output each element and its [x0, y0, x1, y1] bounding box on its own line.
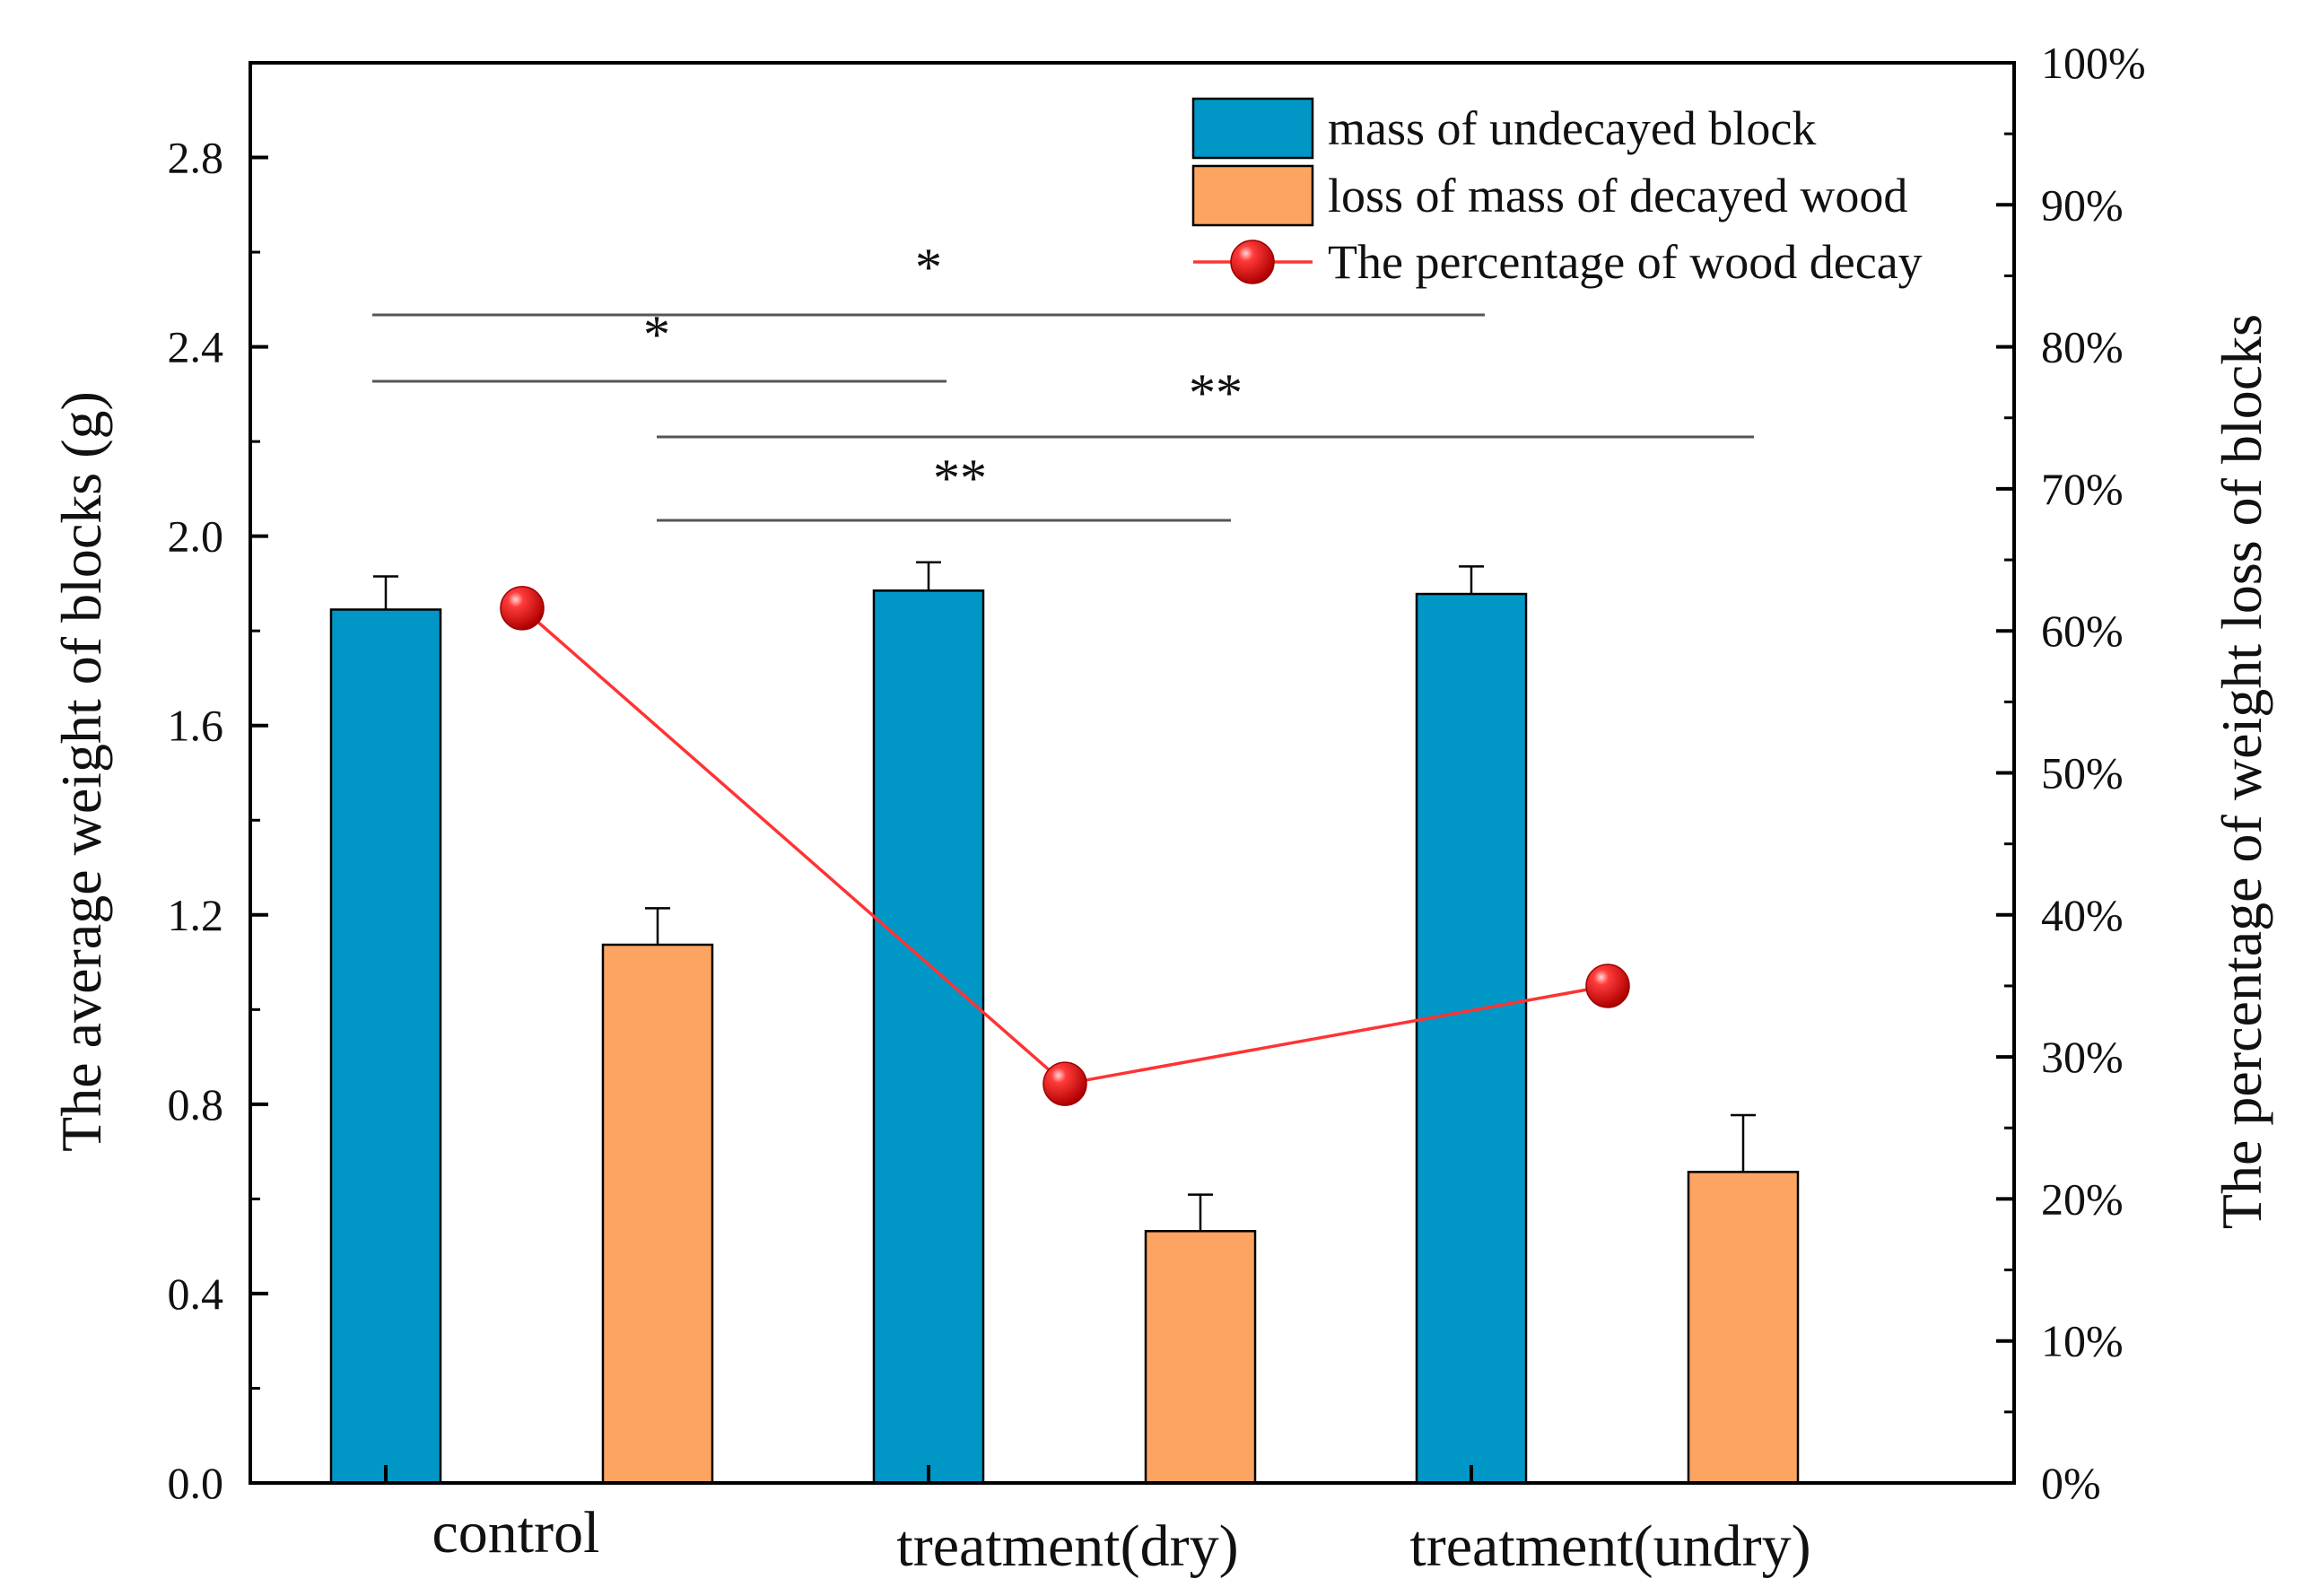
y-axis-title: The average weight of blocks (g) [49, 391, 113, 1152]
y-right-tick-label: 50% [2041, 748, 2124, 798]
y-right-tick-label: 30% [2041, 1032, 2124, 1082]
legend-label: The percentage of wood decay [1328, 235, 1923, 289]
y-tick-label: 2.0 [168, 511, 224, 562]
y-right-tick-label: 90% [2041, 179, 2124, 230]
legend-swatch-decay-loss [1191, 164, 1314, 227]
legend-marker-swatch [1230, 240, 1275, 284]
bar-decay-loss [1687, 1171, 1800, 1485]
significance-marker: ** [933, 449, 987, 508]
y-right-tick-label: 70% [2041, 464, 2124, 514]
x-tick-label: control [432, 1500, 600, 1565]
y-right-tick-label: 0% [2041, 1458, 2101, 1508]
legend-swatch-undecayed [1191, 97, 1314, 160]
y-right-tick-label: 20% [2041, 1173, 2124, 1224]
y-right-tick-label: 60% [2041, 606, 2124, 656]
y-right-tick-label: 40% [2041, 890, 2124, 940]
y-tick-label: 1.6 [168, 701, 224, 751]
legend-label: loss of mass of decayed wood [1328, 169, 1907, 222]
decay-line-layer [500, 586, 1630, 1106]
axes-layer: 0.0 0.4 0.8 1.2 1.6 2.0 2.4 2.8 0% 10% 20% 30% 40% 50… [168, 38, 2146, 1579]
significance-layer: ****** [372, 238, 1754, 522]
legend-label: mass of undecayed block [1328, 101, 1816, 155]
y-right-tick-label: 80% [2041, 322, 2124, 372]
y-tick-label: 0.8 [168, 1079, 224, 1129]
bars-layer [329, 561, 1800, 1485]
legend: mass of undecayed block loss of mass of d… [1191, 97, 1923, 289]
decay-point [1042, 1061, 1087, 1106]
y-tick-label: 0.4 [168, 1269, 224, 1319]
y-right-tick-label: 10% [2041, 1316, 2124, 1366]
bar-decay-loss [601, 943, 714, 1485]
y-tick-label: 0.0 [168, 1458, 224, 1508]
bar-undecayed [872, 589, 985, 1485]
x-tick-label: treatment(undry) [1409, 1513, 1810, 1579]
significance-marker: * [643, 305, 670, 364]
bar-decay-loss [1144, 1230, 1257, 1485]
decay-point [500, 586, 545, 631]
y-right-tick-label: 100% [2041, 38, 2146, 88]
decay-point [1585, 964, 1630, 1008]
y-axis-right-title: The percentage of weight loss of blocks [2210, 314, 2273, 1229]
significance-marker: ** [1189, 363, 1243, 423]
y-tick-label: 2.4 [168, 322, 224, 372]
bar-undecayed [1415, 592, 1528, 1485]
y-tick-label: 1.2 [168, 890, 224, 940]
y-tick-label: 2.8 [168, 133, 224, 183]
x-tick-label: treatment(dry) [896, 1513, 1238, 1579]
bar-undecayed [329, 608, 442, 1485]
significance-marker: * [915, 238, 942, 297]
